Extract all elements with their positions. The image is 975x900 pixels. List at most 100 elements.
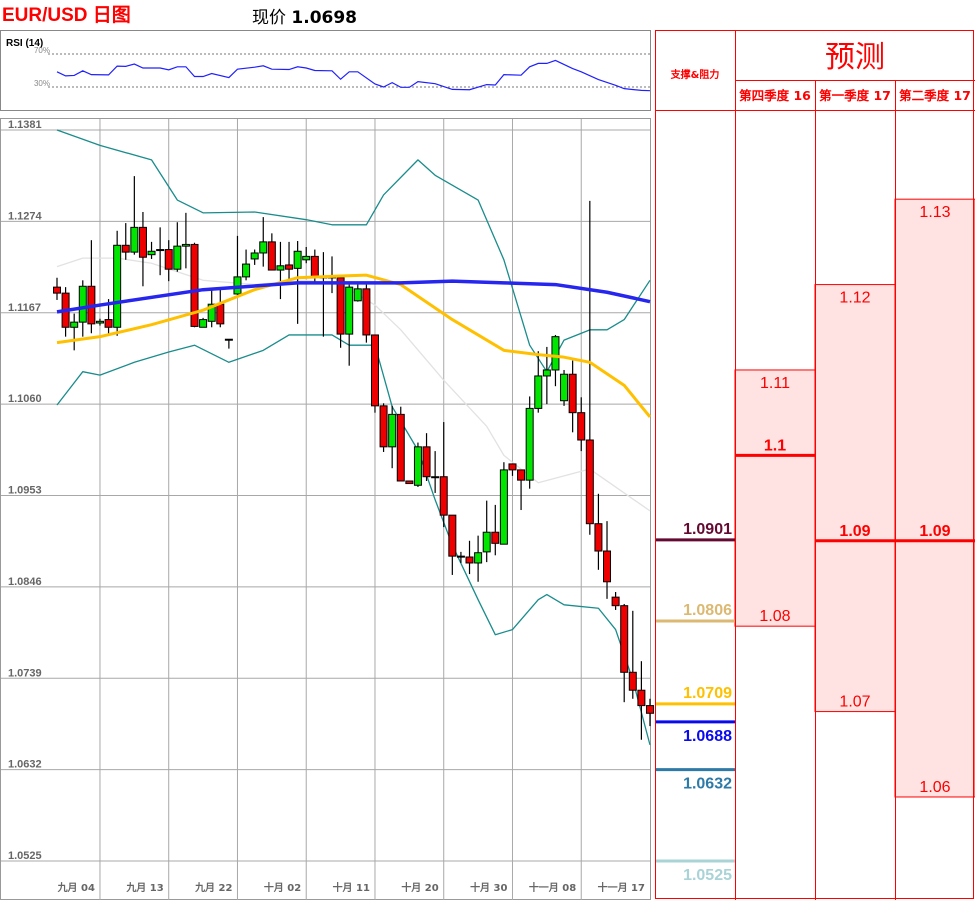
candle-body — [551, 336, 560, 371]
candle — [267, 233, 276, 271]
candle — [181, 212, 190, 269]
candle — [173, 222, 182, 272]
support-resistance-header: 支撑&阻力 — [670, 68, 720, 81]
candle-body — [637, 689, 646, 707]
candle-body — [353, 288, 362, 302]
price-chart: 1.1381 1.1274 1.1167 1.1060 1.0953 1.0846 1.07… — [0, 118, 654, 900]
candle-body — [121, 244, 130, 253]
candle-body — [439, 476, 448, 516]
candle-body — [396, 413, 405, 482]
candle-body — [405, 480, 414, 485]
y-tick-label: 1.1381 — [8, 119, 42, 131]
candle — [431, 451, 440, 493]
forecast-panel: 1.11 1.1 1.08 第四季度 16 1.12 1.09 1.07 第一季度 17 1.1… — [655, 30, 975, 900]
candle-body — [560, 373, 569, 402]
candle-body — [302, 255, 311, 261]
candle — [259, 217, 268, 267]
candle-body — [78, 285, 87, 323]
y-tick-label: 1.0739 — [8, 667, 42, 679]
candle — [637, 661, 646, 740]
forecast-column: 1.11 1.1 1.08 — [734, 369, 816, 627]
support-resistance-level: 1.0901 — [655, 521, 735, 542]
candle-body — [53, 286, 61, 294]
y-tick-label: 1.0846 — [8, 576, 42, 588]
candle-body — [645, 705, 654, 714]
candle-body — [431, 476, 440, 479]
candle — [113, 230, 122, 336]
candle — [121, 223, 130, 260]
forecast-high-label: 1.12 — [839, 290, 870, 307]
rsi-label: RSI (14) — [6, 38, 43, 49]
panel-frame — [655, 30, 974, 899]
forecast-mid-label: 1.09 — [839, 523, 870, 540]
candle — [439, 422, 448, 528]
candle — [147, 241, 156, 259]
candle — [345, 284, 354, 366]
candle-body — [147, 250, 156, 256]
candle-body — [267, 241, 276, 271]
candle-body — [130, 226, 139, 253]
candle-body — [336, 277, 345, 335]
quarter-header: 第一季度 17 — [819, 88, 891, 103]
candle — [405, 480, 414, 485]
candle-body — [508, 463, 517, 471]
candle-body — [388, 413, 397, 448]
x-tick-label: 十一月 17 — [598, 881, 645, 894]
candle-body — [190, 243, 199, 327]
candle-body — [568, 373, 577, 414]
candle — [456, 551, 465, 563]
candle — [370, 334, 379, 413]
candle-body — [259, 241, 268, 254]
candle-body — [474, 552, 483, 564]
panel-grid — [655, 30, 975, 900]
candle-body — [242, 263, 251, 278]
candle-body — [70, 321, 79, 328]
forecast-range-box — [814, 284, 896, 713]
candle — [396, 406, 405, 482]
candle — [491, 504, 500, 556]
rsi-level-label: 70% — [34, 46, 50, 55]
candle — [482, 500, 491, 563]
support-resistance-level: 1.0709 — [655, 685, 735, 706]
forecast-high-label: 1.11 — [760, 375, 790, 392]
candle — [603, 521, 612, 599]
candle-body — [216, 303, 225, 325]
candle-body — [250, 252, 259, 260]
level-label: 1.0525 — [683, 867, 732, 884]
candle-body — [577, 412, 586, 441]
candle-body — [456, 555, 465, 558]
x-tick-label: 十一月 08 — [529, 881, 576, 894]
forecast-high-label: 1.13 — [919, 204, 950, 221]
forecast-header: 预测 — [825, 40, 885, 75]
forecast-column: 1.12 1.09 1.07 — [814, 284, 896, 713]
level-label: 1.0709 — [683, 685, 732, 702]
candle-body — [293, 250, 302, 269]
level-label: 1.0806 — [683, 602, 732, 619]
candle — [620, 603, 629, 703]
candle-body — [482, 531, 491, 553]
x-tick-label: 九月 13 — [125, 881, 163, 894]
candle — [594, 493, 603, 570]
candle — [611, 592, 620, 610]
candle — [199, 317, 208, 328]
candle — [422, 433, 431, 481]
candle-body — [285, 264, 294, 270]
candle-body — [465, 556, 474, 564]
forecast-column: 1.13 1.09 1.06 — [894, 198, 975, 798]
candle — [465, 540, 474, 575]
candle — [95, 318, 104, 326]
candle — [164, 240, 173, 282]
chart-frame — [0, 118, 651, 900]
rsi-level-label: 30% — [34, 79, 50, 88]
y-tick-label: 1.1274 — [8, 210, 43, 222]
candle-body — [362, 288, 371, 336]
support-resistance-level: 1.0688 — [655, 720, 735, 745]
candle — [276, 241, 285, 300]
candle — [474, 535, 483, 582]
candle-body — [525, 407, 534, 481]
current-price-value: 1.0698 — [291, 8, 358, 28]
quarter-header: 第四季度 16 — [739, 88, 811, 103]
level-label: 1.0632 — [683, 776, 732, 793]
forecast-range-box — [734, 369, 816, 627]
